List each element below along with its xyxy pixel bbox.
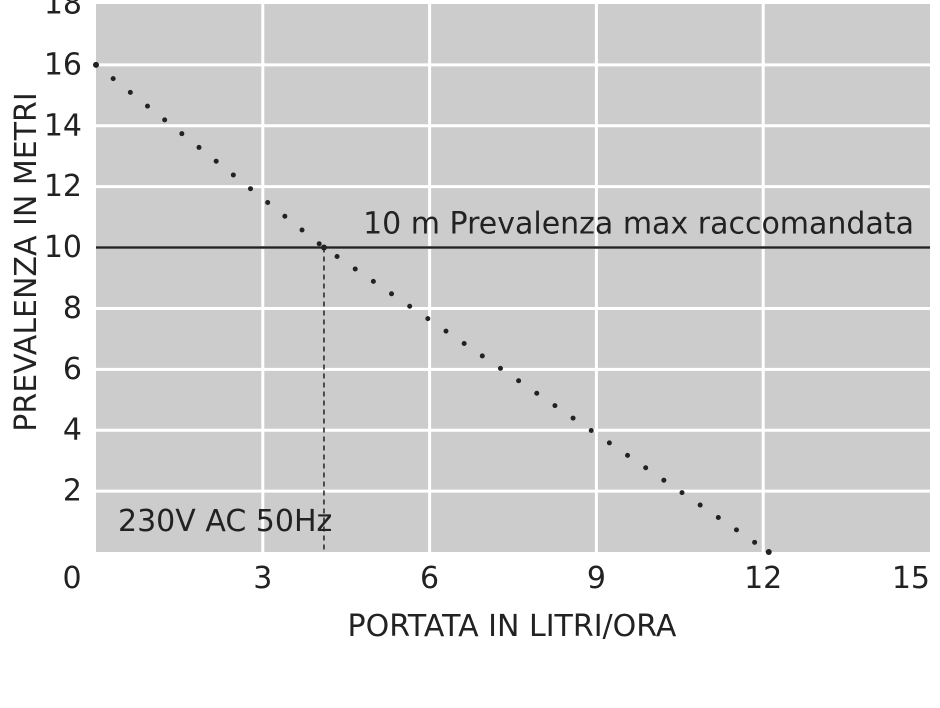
x-tick-0: 0 [62, 561, 81, 596]
data-point [93, 61, 99, 68]
x-axis-title: PORTATA IN LITRI/ORA [348, 609, 677, 644]
y-tick-18: 18 [44, 0, 82, 22]
grid-vertical [261, 4, 765, 552]
y-tick-14: 14 [44, 108, 82, 143]
x-tick-6: 6 [420, 561, 439, 596]
y-tick-16: 16 [44, 47, 82, 82]
data-point [320, 244, 327, 251]
power-annotation: 230V AC 50Hz [118, 504, 332, 539]
data-point [765, 549, 772, 555]
y-tick-8: 8 [63, 291, 82, 326]
plot-area [96, 4, 930, 552]
x-tick-9: 9 [587, 561, 606, 596]
series-line [93, 61, 772, 555]
y-tick-6: 6 [63, 352, 82, 387]
reference-line-label: 10 m Prevalenza max raccomandata [363, 207, 914, 242]
x-tick-12: 12 [744, 561, 782, 596]
y-tick-10: 10 [44, 230, 82, 265]
y-tick-labels: 2 4 6 8 10 12 14 16 18 [44, 0, 82, 509]
x-tick-15: 15 [892, 561, 930, 596]
y-tick-4: 4 [63, 413, 82, 448]
x-tick-3: 3 [253, 561, 272, 596]
y-tick-12: 12 [44, 169, 82, 204]
x-tick-labels: 0 3 6 9 12 15 [62, 561, 930, 596]
y-axis-title: PREVALENZA IN METRI [9, 92, 44, 431]
y-tick-2: 2 [63, 474, 82, 509]
